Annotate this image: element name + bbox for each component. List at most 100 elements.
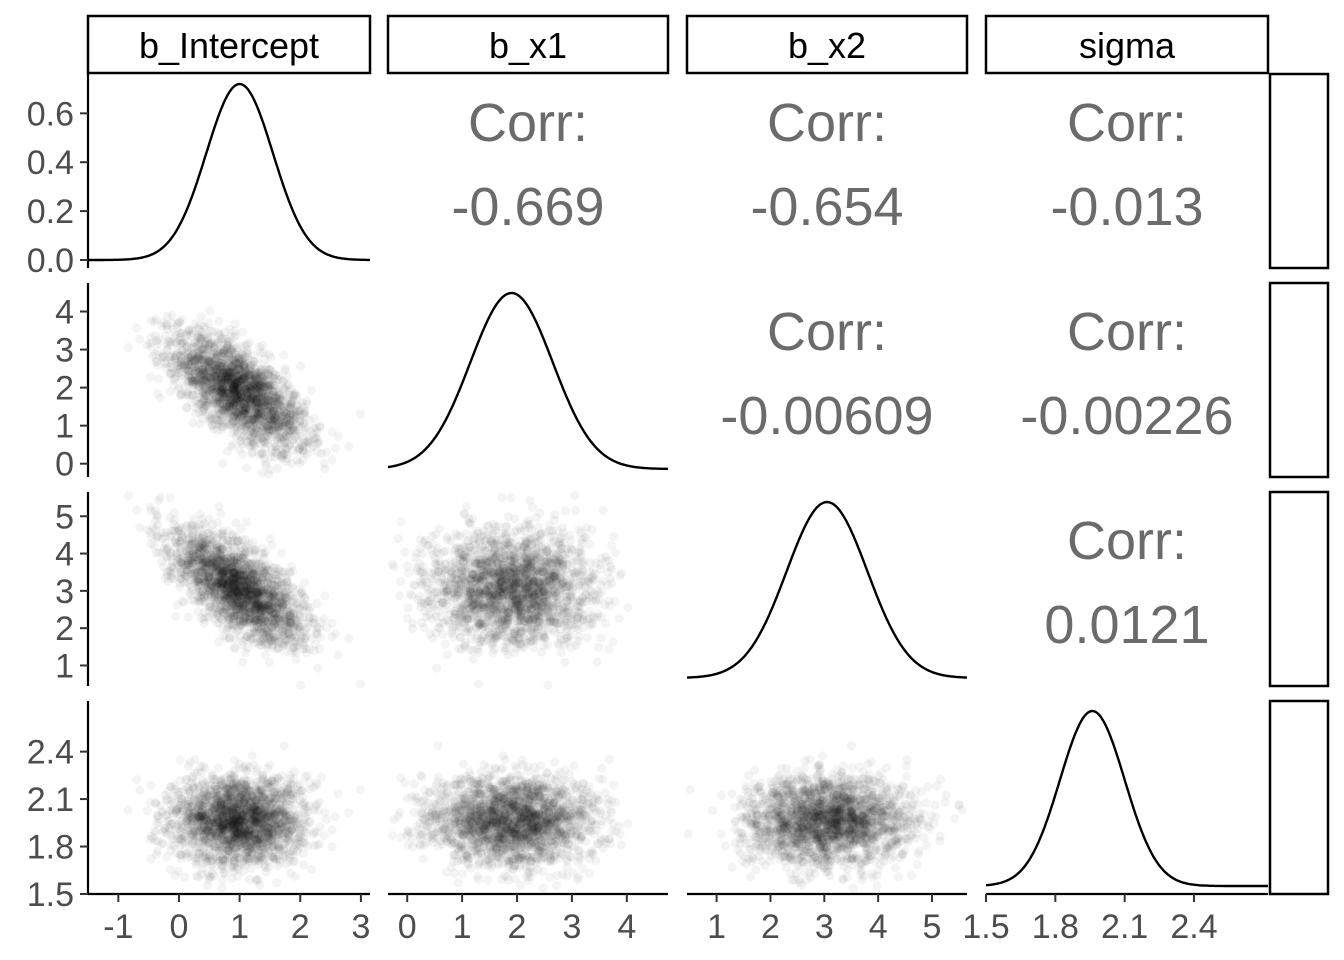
scatter-point	[299, 408, 309, 418]
scatter-point	[163, 336, 173, 346]
scatter-point	[209, 562, 219, 573]
scatter-point	[265, 465, 275, 475]
scatter-point	[238, 657, 248, 667]
scatter-point	[132, 505, 142, 515]
scatter-point	[259, 437, 269, 447]
scatter-point	[299, 634, 309, 644]
scatter-point	[238, 406, 249, 416]
scatter-point	[279, 350, 289, 360]
scatter-point	[241, 463, 252, 473]
scatter-point	[188, 352, 198, 362]
scatter-point	[232, 382, 242, 392]
scatter-point	[192, 352, 202, 362]
scatter-point	[265, 365, 275, 375]
scatter-point	[319, 613, 329, 624]
scatter-point	[309, 413, 319, 423]
scatter-point	[159, 352, 169, 362]
scatter-point	[393, 534, 403, 544]
scatter-point	[226, 394, 236, 404]
scatter-point	[312, 622, 322, 632]
scatter-point	[281, 418, 291, 428]
scatter-point	[272, 398, 282, 408]
scatter-point	[169, 375, 179, 385]
scatter-point	[201, 400, 211, 411]
scatter-point	[253, 402, 263, 412]
scatter-point	[280, 384, 290, 394]
scatter-point	[220, 354, 230, 364]
scatter-point	[240, 378, 250, 388]
scatter-point	[198, 557, 208, 567]
scatter-point	[165, 493, 175, 503]
scatter-point	[191, 408, 201, 419]
scatter-point	[262, 406, 272, 417]
scatter-point	[132, 323, 142, 333]
scatter-point	[307, 385, 317, 396]
scatter-point	[221, 402, 231, 412]
scatter-point	[257, 426, 267, 436]
scatter-point	[206, 339, 216, 349]
scatter-point	[273, 463, 283, 473]
scatter-point	[238, 327, 248, 337]
scatter-point	[191, 375, 201, 385]
scatter-point	[184, 371, 194, 381]
scatter-point	[202, 391, 212, 401]
scatter-point	[344, 441, 354, 451]
scatter-point	[256, 409, 266, 419]
scatter-point	[258, 621, 268, 631]
scatter-point	[242, 390, 252, 400]
scatter-point	[176, 332, 186, 342]
scatter-point	[180, 348, 190, 358]
scatter-point	[230, 377, 240, 387]
scatter-point	[236, 383, 247, 393]
scatter-point	[155, 492, 165, 503]
scatter-point	[198, 343, 208, 353]
scatter-point	[280, 636, 290, 646]
scatter-point	[241, 393, 251, 404]
scatter-point	[256, 406, 266, 416]
scatter-point	[281, 623, 291, 633]
scatter-point	[196, 376, 207, 386]
scatter-point	[333, 431, 343, 441]
scatter-point	[222, 376, 232, 386]
scatter-point	[223, 377, 233, 387]
scatter-point	[238, 361, 249, 371]
scatter-point	[212, 399, 222, 409]
scatter-point	[247, 386, 257, 396]
scatter-point	[207, 545, 218, 555]
scatter-point	[217, 368, 228, 379]
scatter-point	[270, 429, 280, 439]
scatter-point	[261, 396, 271, 406]
scatter-point	[298, 591, 308, 601]
scatter-point	[210, 369, 221, 379]
scatter-point	[333, 650, 343, 660]
scatter-point	[203, 366, 213, 376]
scatter-panel-b_x1-vs-b_Intercept	[123, 306, 365, 479]
scatter-point	[228, 439, 238, 449]
scatter-point	[246, 397, 256, 407]
scatter-point	[273, 421, 283, 431]
scatter-point	[283, 399, 293, 409]
scatter-point	[289, 391, 299, 401]
scatter-point	[216, 384, 226, 394]
scatter-point	[225, 368, 235, 378]
scatter-point	[321, 447, 332, 457]
scatter-point	[298, 612, 308, 622]
scatter-point	[216, 508, 226, 519]
scatter-point	[255, 380, 265, 390]
scatter-point	[239, 571, 249, 581]
scatter-point	[268, 415, 278, 425]
scatter-point	[190, 319, 200, 329]
scatter-point	[219, 349, 230, 359]
scatter-point	[192, 362, 202, 373]
scatter-point	[163, 339, 173, 349]
scatter-point	[269, 387, 279, 397]
scatter-point	[208, 368, 218, 378]
scatter-point	[320, 591, 330, 601]
scatter-point	[236, 524, 246, 534]
scatter-point	[244, 383, 254, 394]
scatter-point	[153, 374, 164, 384]
scatter-point	[232, 384, 242, 394]
scatter-point	[314, 436, 324, 446]
scatter-point	[195, 358, 205, 368]
scatter-point	[224, 358, 234, 369]
